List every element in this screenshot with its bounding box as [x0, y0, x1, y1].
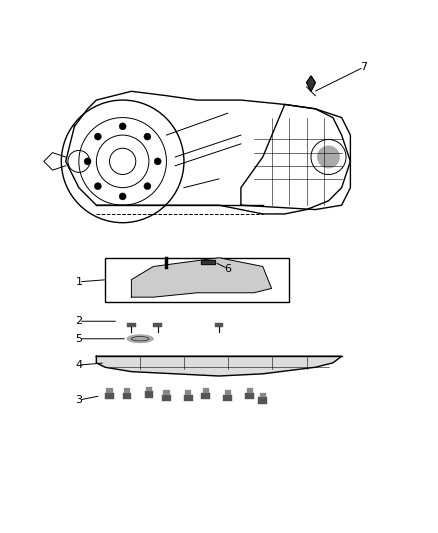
Circle shape [144, 183, 151, 190]
Circle shape [154, 158, 161, 165]
Circle shape [94, 183, 101, 190]
Circle shape [144, 133, 151, 140]
Polygon shape [307, 76, 315, 91]
Bar [106, 388, 113, 393]
Polygon shape [201, 260, 215, 264]
Text: 3: 3 [75, 395, 82, 405]
Bar [215, 323, 223, 327]
Circle shape [318, 146, 339, 168]
Bar [185, 391, 191, 395]
Polygon shape [131, 258, 272, 297]
Circle shape [119, 193, 126, 200]
Bar [124, 388, 130, 393]
Bar [184, 395, 193, 401]
Text: 2: 2 [75, 316, 82, 326]
Bar [153, 323, 162, 327]
Bar [127, 323, 136, 327]
Bar [223, 395, 232, 401]
Ellipse shape [127, 335, 153, 343]
Bar [201, 393, 210, 399]
Polygon shape [96, 356, 342, 376]
Bar [203, 388, 209, 393]
Bar [225, 391, 231, 395]
Bar [146, 387, 152, 391]
Text: 6: 6 [224, 264, 231, 273]
Text: 5: 5 [75, 334, 82, 344]
Bar [105, 393, 114, 399]
Bar [162, 395, 171, 401]
Circle shape [94, 133, 101, 140]
Text: 7: 7 [360, 62, 367, 72]
Circle shape [84, 158, 91, 165]
Bar [260, 393, 266, 397]
Bar [123, 393, 131, 399]
Circle shape [119, 123, 126, 130]
Bar [258, 397, 267, 403]
Bar [105, 258, 289, 302]
Bar [247, 388, 253, 393]
Bar [163, 391, 170, 395]
Text: 1: 1 [75, 277, 82, 287]
Bar [245, 393, 254, 399]
Bar [145, 391, 153, 398]
Text: 4: 4 [75, 360, 82, 370]
